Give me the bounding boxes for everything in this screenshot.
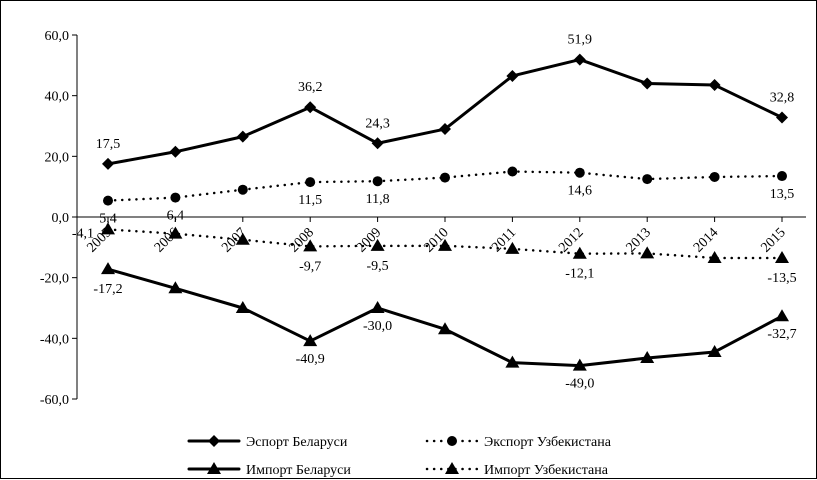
data-point bbox=[775, 250, 789, 263]
data-point bbox=[170, 192, 181, 203]
legend-item: Импорт Узбекистана bbox=[425, 462, 609, 478]
data-point bbox=[572, 246, 587, 259]
data-point bbox=[438, 322, 452, 335]
data-point bbox=[304, 101, 317, 114]
data-label: 11,8 bbox=[366, 192, 390, 207]
data-point bbox=[572, 358, 587, 371]
y-tick-label: 20,0 bbox=[45, 150, 70, 165]
data-label: -32,7 bbox=[767, 327, 796, 342]
legend-label: Импорт Беларуси bbox=[246, 463, 351, 478]
x-tick-label: 2014 bbox=[691, 225, 721, 255]
y-tick-label: -60,0 bbox=[40, 393, 69, 408]
x-tick-label: 2010 bbox=[421, 225, 451, 255]
series-line bbox=[106, 267, 784, 368]
data-label: -12,1 bbox=[565, 267, 594, 282]
data-point bbox=[101, 222, 115, 235]
legend-marker bbox=[447, 436, 457, 446]
legend-item: Эспорт Беларуси bbox=[187, 435, 348, 450]
data-point bbox=[507, 166, 518, 177]
y-tick-label: -20,0 bbox=[40, 272, 69, 287]
data-label: -30,0 bbox=[363, 319, 392, 334]
data-point bbox=[235, 301, 250, 313]
y-tick-label: 0,0 bbox=[52, 211, 70, 226]
data-point bbox=[642, 174, 653, 185]
legend-label: Экспорт Узбекистана bbox=[484, 435, 612, 450]
data-point bbox=[775, 309, 789, 322]
data-point bbox=[371, 137, 384, 150]
data-point bbox=[707, 250, 722, 263]
y-tick-label: 40,0 bbox=[45, 90, 70, 105]
x-tick-label: 2009 bbox=[354, 225, 384, 255]
data-point bbox=[303, 239, 318, 252]
data-point bbox=[168, 281, 183, 294]
data-label: 36,2 bbox=[298, 80, 323, 95]
series-3 bbox=[101, 222, 789, 263]
data-label: -9,5 bbox=[367, 259, 389, 274]
series-2 bbox=[101, 262, 789, 371]
x-tick-label: 2006 bbox=[152, 225, 182, 255]
data-point bbox=[776, 111, 788, 124]
data-point bbox=[574, 167, 585, 178]
data-label: 14,6 bbox=[568, 184, 593, 199]
data-label: 24,3 bbox=[365, 116, 390, 131]
legend-marker bbox=[445, 462, 459, 474]
data-point bbox=[707, 344, 722, 357]
data-label: 13,5 bbox=[770, 187, 795, 202]
series-line bbox=[106, 170, 784, 202]
data-label: 17,5 bbox=[96, 137, 121, 152]
data-point bbox=[440, 172, 450, 183]
data-point bbox=[370, 301, 385, 313]
data-label: 5,4 bbox=[99, 212, 117, 227]
legend-item: Импорт Беларуси bbox=[187, 462, 351, 478]
data-point bbox=[169, 145, 182, 158]
data-point bbox=[505, 241, 520, 254]
data-point bbox=[573, 53, 586, 66]
data-label: -9,7 bbox=[299, 259, 321, 274]
data-point bbox=[102, 157, 114, 170]
series-1 bbox=[103, 166, 787, 206]
data-point bbox=[439, 123, 451, 136]
y-tick-label: 60,0 bbox=[45, 29, 70, 44]
legend-marker bbox=[207, 462, 221, 474]
data-label: 11,5 bbox=[298, 193, 322, 208]
data-point bbox=[235, 232, 250, 245]
data-label: -40,9 bbox=[296, 352, 325, 367]
data-point bbox=[777, 171, 787, 182]
data-point bbox=[709, 171, 720, 182]
data-point bbox=[103, 195, 113, 206]
data-point bbox=[708, 79, 721, 92]
legend-marker bbox=[208, 435, 220, 447]
data-label: 51,9 bbox=[568, 33, 593, 48]
data-point bbox=[640, 351, 655, 364]
data-point bbox=[506, 69, 519, 82]
data-point bbox=[237, 184, 248, 195]
data-label: -13,5 bbox=[767, 271, 796, 286]
data-point bbox=[303, 334, 318, 347]
x-tick-label: 2015 bbox=[758, 225, 788, 255]
series-line bbox=[106, 58, 784, 166]
data-point bbox=[236, 130, 249, 143]
data-point bbox=[505, 355, 520, 368]
data-label: -49,0 bbox=[565, 377, 594, 392]
series-line bbox=[106, 228, 784, 260]
legend-item: Экспорт Узбекистана bbox=[425, 435, 612, 450]
data-point bbox=[372, 176, 383, 187]
data-label: 6,4 bbox=[167, 209, 185, 224]
data-label: 32,8 bbox=[770, 91, 795, 106]
legend-label: Импорт Узбекистана bbox=[484, 463, 609, 478]
data-point bbox=[305, 177, 316, 188]
data-point bbox=[101, 262, 115, 275]
data-point bbox=[168, 226, 183, 239]
data-label: -4,1 bbox=[72, 226, 94, 241]
data-point bbox=[438, 238, 452, 251]
series-0 bbox=[102, 53, 788, 170]
legend-label: Эспорт Беларуси bbox=[246, 435, 348, 450]
data-point bbox=[640, 246, 655, 259]
data-point bbox=[370, 238, 385, 251]
data-point bbox=[641, 77, 654, 90]
y-tick-label: -40,0 bbox=[40, 332, 69, 347]
data-label: -17,2 bbox=[93, 282, 122, 297]
